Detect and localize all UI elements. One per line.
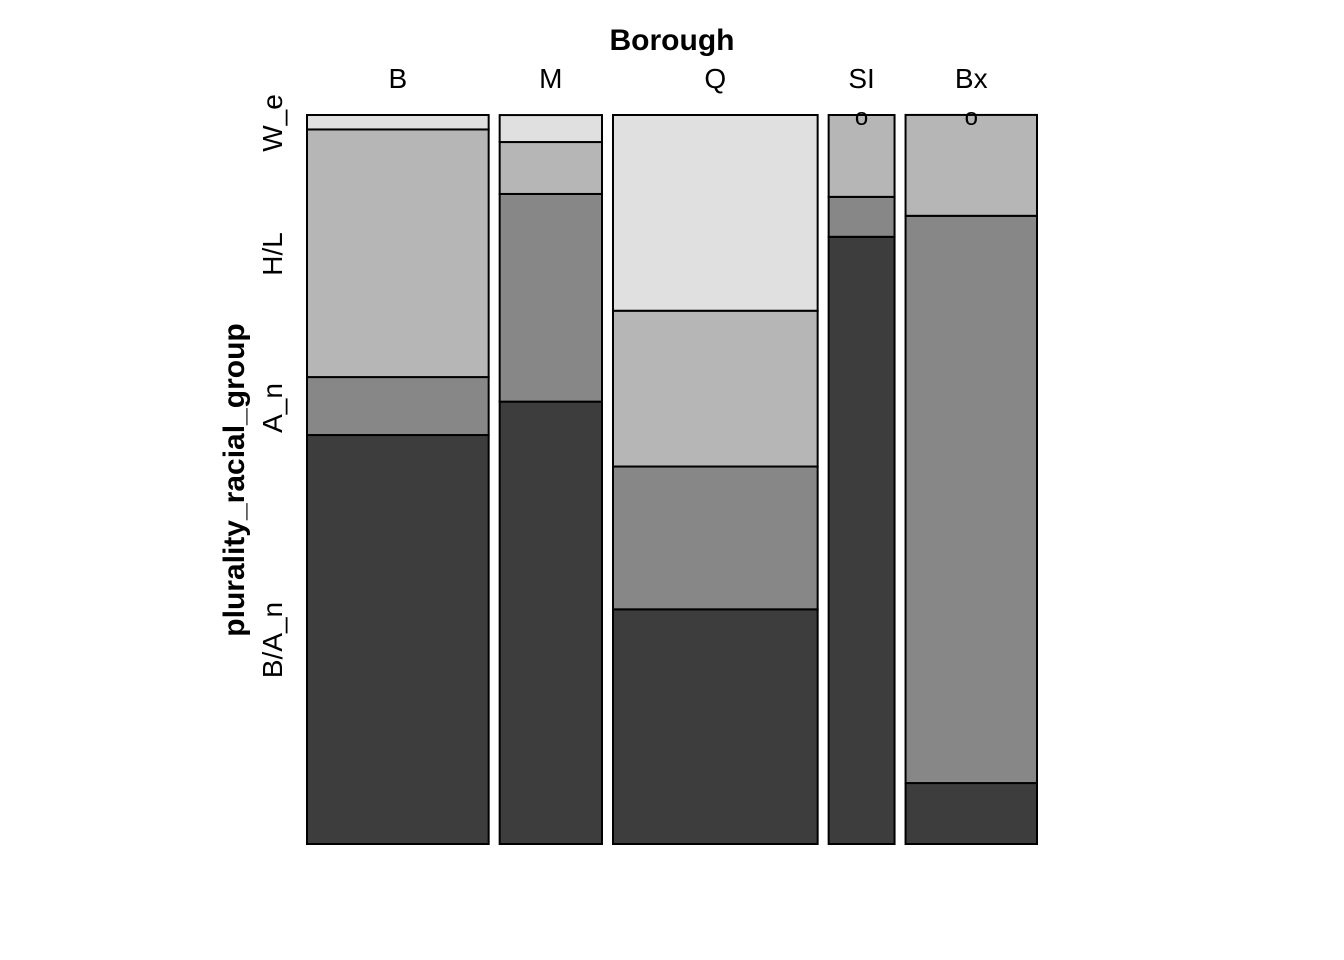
category-label-bx: Bx — [955, 63, 988, 94]
tile-si-b-a-n — [827, 235, 896, 845]
tile-m-b-a-n — [498, 400, 603, 845]
tile-b-h-l — [306, 128, 490, 379]
category-labels: B M Q SI Bx — [388, 63, 987, 94]
category-label-m: M — [539, 63, 562, 94]
tile-b-a-n — [306, 376, 490, 437]
level-labels: B/A_n A_n H/L W_e — [257, 94, 288, 678]
tile-b-b-a-n — [306, 434, 490, 845]
tile-m-h-l — [498, 141, 603, 195]
tile-b-w-e — [306, 114, 490, 131]
tile-bx-h-l — [904, 113, 1038, 217]
tile-bx-a-n — [904, 214, 1038, 785]
category-label-si: SI — [848, 63, 874, 94]
tile-si-a-n — [827, 195, 896, 238]
chart-title: Borough — [610, 24, 735, 57]
level-label-b-a-n: B/A_n — [257, 602, 288, 678]
tile-q-a-n — [611, 465, 819, 611]
tile-bx-b-a-n — [904, 782, 1038, 846]
zero-cell-marker: o — [855, 104, 868, 131]
tile-q-b-a-n — [611, 608, 819, 845]
tile-m-w-e — [498, 114, 603, 144]
level-label-h-l: H/L — [257, 232, 288, 276]
level-label-a-n: A_n — [257, 383, 288, 433]
level-label-w-e: W_e — [257, 94, 288, 152]
category-label-b: B — [388, 63, 407, 94]
zero-cell-marker: o — [965, 104, 978, 131]
tile-si-h-l — [827, 114, 896, 198]
y-axis-title: plurality_racial_group — [218, 323, 251, 636]
tile-q-w-e — [611, 114, 819, 312]
tile-q-h-l — [611, 309, 819, 468]
tile-m-a-n — [498, 192, 603, 403]
category-label-q: Q — [704, 63, 726, 94]
